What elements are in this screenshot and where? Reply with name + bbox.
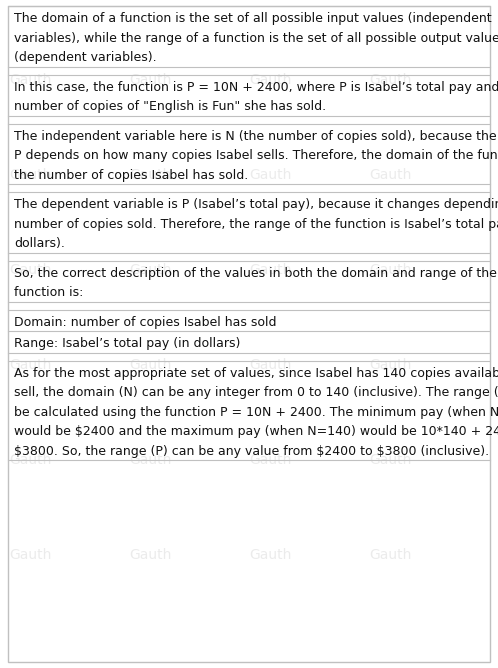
Text: The domain of a function is the set of all possible input values (independent: The domain of a function is the set of a… — [14, 12, 492, 25]
Text: Gauth: Gauth — [249, 73, 291, 87]
Text: would be $2400 and the maximum pay (when N=140) would be 10*140 + 2400 =: would be $2400 and the maximum pay (when… — [14, 426, 498, 438]
Text: Domain: number of copies Isabel has sold: Domain: number of copies Isabel has sold — [14, 316, 276, 329]
Text: Gauth: Gauth — [249, 168, 291, 182]
Text: be calculated using the function P = 10N + 2400. The minimum pay (when N=0): be calculated using the function P = 10N… — [14, 405, 498, 419]
Text: As for the most appropriate set of values, since Isabel has 140 copies available: As for the most appropriate set of value… — [14, 367, 498, 379]
Text: Gauth: Gauth — [129, 73, 171, 87]
Text: Gauth: Gauth — [129, 263, 171, 277]
Text: In this case, the function is P = 10N + 2400, where P is Isabel’s total pay and : In this case, the function is P = 10N + … — [14, 81, 498, 94]
Text: Gauth: Gauth — [249, 358, 291, 372]
Text: Gauth: Gauth — [369, 358, 411, 372]
Text: Gauth: Gauth — [249, 453, 291, 467]
Text: The independent variable here is N (the number of copies sold), because the tota: The independent variable here is N (the … — [14, 130, 498, 143]
Text: Gauth: Gauth — [9, 548, 51, 562]
Text: Gauth: Gauth — [249, 263, 291, 277]
Text: Gauth: Gauth — [9, 263, 51, 277]
Text: number of copies sold. Therefore, the range of the function is Isabel’s total pa: number of copies sold. Therefore, the ra… — [14, 218, 498, 230]
Text: Gauth: Gauth — [9, 73, 51, 87]
Text: Gauth: Gauth — [129, 168, 171, 182]
Text: P depends on how many copies Isabel sells. Therefore, the domain of the function: P depends on how many copies Isabel sell… — [14, 149, 498, 162]
Text: Gauth: Gauth — [129, 548, 171, 562]
Text: Range: Isabel’s total pay (in dollars): Range: Isabel’s total pay (in dollars) — [14, 337, 241, 350]
Text: number of copies of "English is Fun" she has sold.: number of copies of "English is Fun" she… — [14, 100, 326, 113]
Text: Gauth: Gauth — [129, 358, 171, 372]
Text: dollars).: dollars). — [14, 237, 65, 250]
Text: the number of copies Isabel has sold.: the number of copies Isabel has sold. — [14, 169, 248, 182]
Text: (dependent variables).: (dependent variables). — [14, 51, 157, 64]
Text: The dependent variable is P (Isabel’s total pay), because it changes depending o: The dependent variable is P (Isabel’s to… — [14, 198, 498, 211]
Text: Gauth: Gauth — [249, 548, 291, 562]
Text: Gauth: Gauth — [369, 263, 411, 277]
Text: Gauth: Gauth — [369, 168, 411, 182]
Text: $3800. So, the range (P) can be any value from $2400 to $3800 (inclusive).: $3800. So, the range (P) can be any valu… — [14, 445, 489, 458]
Text: Gauth: Gauth — [129, 453, 171, 467]
Text: Gauth: Gauth — [369, 73, 411, 87]
Text: Gauth: Gauth — [9, 453, 51, 467]
Text: function is:: function is: — [14, 286, 83, 299]
Text: Gauth: Gauth — [9, 168, 51, 182]
Text: Gauth: Gauth — [369, 453, 411, 467]
Text: Gauth: Gauth — [369, 548, 411, 562]
Text: variables), while the range of a function is the set of all possible output valu: variables), while the range of a functio… — [14, 31, 498, 45]
Text: So, the correct description of the values in both the domain and range of the: So, the correct description of the value… — [14, 267, 497, 280]
Text: sell, the domain (N) can be any integer from 0 to 140 (inclusive). The range (P): sell, the domain (N) can be any integer … — [14, 386, 498, 399]
Text: Gauth: Gauth — [9, 358, 51, 372]
